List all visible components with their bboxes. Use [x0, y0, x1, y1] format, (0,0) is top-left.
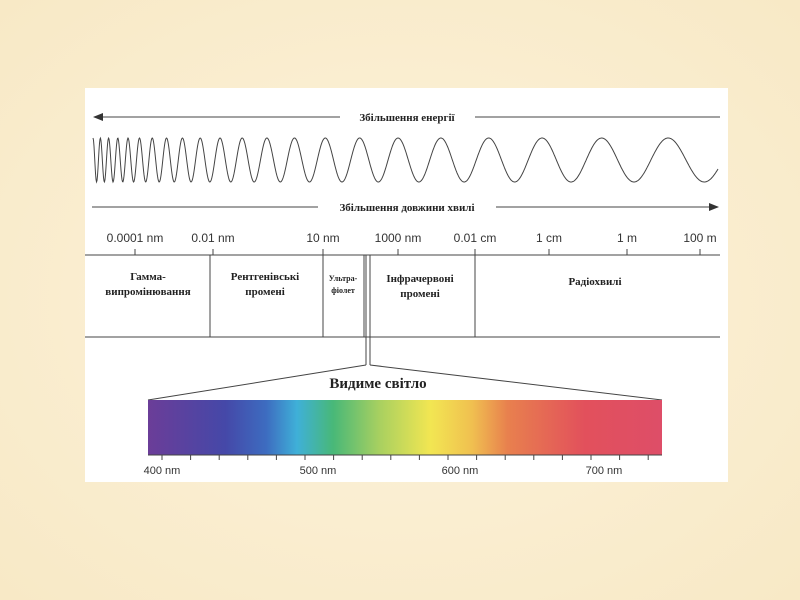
region-label: промені — [400, 288, 440, 300]
region-label: Інфрачервоні — [386, 273, 453, 285]
energy-label: Збільшення енергії — [359, 112, 455, 124]
scale-label: 100 m — [683, 231, 716, 245]
region-label: Гамма- — [130, 271, 166, 283]
region-label: промені — [245, 286, 285, 298]
region-label: фіолет — [331, 286, 355, 295]
scale-label: 1 m — [617, 231, 637, 245]
region-label: випромінювання — [105, 286, 190, 298]
scale-label: 0.01 nm — [191, 231, 234, 245]
spectrum — [148, 400, 662, 455]
scale-label: 0.0001 nm — [107, 231, 164, 245]
region-label: Ультра- — [329, 274, 358, 283]
wave — [92, 136, 719, 184]
spectrum-tick-label: 400 nm — [144, 465, 181, 477]
wavelength-label: Збільшення довжини хвилі — [339, 202, 474, 214]
label-bg — [318, 200, 496, 214]
spectrum-tick-label: 500 nm — [300, 465, 337, 477]
scale-label: 1 cm — [536, 231, 562, 245]
scale-label: 10 nm — [306, 231, 339, 245]
zoom-line — [147, 364, 367, 401]
zoom-line — [369, 364, 663, 401]
spectrum-tick-label: 600 nm — [442, 465, 479, 477]
spectrum-tick-label: 700 nm — [586, 465, 623, 477]
scale-label: 0.01 cm — [454, 231, 497, 245]
visible-title: Видиме світло — [329, 376, 426, 392]
region-label: Радіохвилі — [568, 276, 621, 288]
label-bg — [340, 110, 475, 124]
region-label: Рентгенівські — [231, 271, 300, 283]
scale-label: 1000 nm — [375, 231, 422, 245]
